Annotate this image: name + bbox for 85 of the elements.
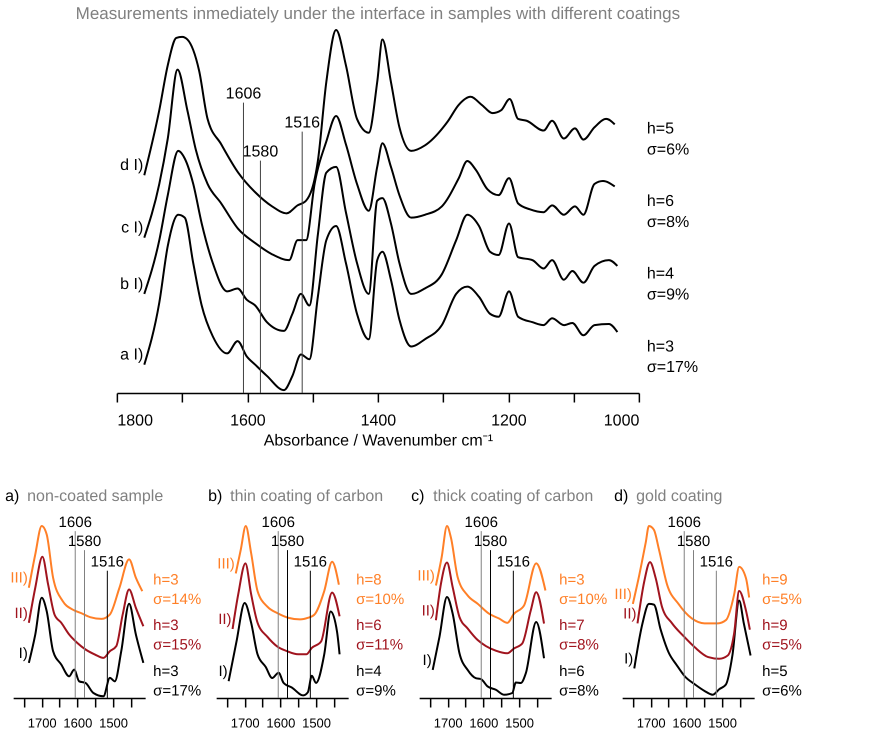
text: h=5 [646, 120, 674, 138]
series-label: II) [14, 604, 28, 622]
series-label: II) [623, 605, 636, 622]
text: σ=14% [153, 590, 202, 608]
x-tick-label: 1600 [230, 412, 266, 430]
x-tick-label: 1700 [28, 716, 57, 730]
x-tick-label: 1500 [505, 716, 534, 730]
ref-line-label: 1516 [294, 554, 328, 571]
text: σ=17% [153, 682, 202, 700]
series-label: III) [217, 555, 235, 572]
text: σ=8% [646, 214, 690, 231]
chart-title: Measurements inmediately under the interface in samples with different coatings [76, 4, 680, 23]
text: h=6 [646, 193, 674, 210]
x-tick-label: 1500 [302, 716, 332, 730]
series-label: c I) [121, 220, 144, 237]
text: σ=9% [646, 286, 690, 304]
text: σ=6% [646, 141, 690, 158]
ref-line-label: 1606 [226, 86, 262, 103]
text: h=6 [356, 617, 382, 634]
ref-line-label: 1580 [676, 533, 710, 550]
x-tick-label: 1600 [63, 716, 92, 730]
series-label: I) [18, 644, 28, 662]
text: σ=17% [646, 359, 698, 376]
x-tick-label: 1600 [266, 716, 296, 730]
ref-line-label: 1516 [284, 114, 320, 132]
ref-line-label: 1606 [464, 514, 498, 532]
x-tick-label: 1700 [636, 716, 666, 730]
x-tick-label: 1700 [434, 716, 463, 730]
x-tick-label: 1200 [491, 412, 527, 430]
text: σ=8% [559, 636, 599, 654]
series-label: I) [624, 650, 634, 668]
text: h=3 [646, 338, 674, 356]
ref-line-label: 1580 [68, 533, 102, 550]
text: h=3 [153, 571, 179, 588]
text: σ=8% [559, 682, 599, 700]
x-tick-label: 1500 [99, 716, 128, 730]
text: h=6 [559, 663, 585, 680]
ref-line-label: 1606 [58, 514, 92, 532]
ref-line-label: 1516 [496, 554, 530, 571]
text: h=7 [559, 617, 585, 634]
ref-line-label: 1516 [700, 554, 734, 571]
text: σ=6% [762, 682, 802, 700]
text: σ=11% [356, 636, 404, 654]
chart-title: c) thick coating of carbon [411, 488, 594, 505]
x-tick-label: 1500 [708, 716, 738, 730]
chart-title: d) gold coating [614, 488, 722, 505]
x-tick-label: 1800 [117, 412, 154, 430]
ref-line-label: 1606 [668, 514, 701, 532]
text: h=9 [762, 617, 788, 634]
series-label: a I) [120, 346, 144, 364]
text: σ=15% [153, 636, 202, 654]
series-label: III) [417, 568, 435, 585]
ref-line-label: 1580 [270, 533, 304, 550]
x-tick-label: 1600 [469, 716, 498, 730]
text: σ=10% [356, 590, 404, 608]
ref-line-label: 1580 [474, 533, 508, 550]
x-tick-label: 1000 [604, 412, 640, 430]
chart-title: a) non-coated sample [5, 488, 164, 505]
text: h=4 [646, 266, 674, 283]
series-label: II) [218, 611, 232, 628]
text: h=3 [559, 571, 585, 588]
text: σ=9% [356, 682, 396, 700]
x-tick-label: 1600 [672, 716, 702, 730]
series-label: II) [422, 602, 435, 620]
text: h=8 [356, 571, 382, 588]
series-label: III) [614, 586, 632, 603]
series-label: III) [10, 570, 28, 587]
text: σ=10% [559, 590, 608, 608]
x-tick-label: 1400 [360, 412, 396, 430]
series-label: I) [422, 652, 432, 669]
text: h=3 [153, 663, 179, 680]
text: σ=5% [762, 636, 802, 654]
text: h=9 [762, 571, 788, 588]
series-label: d I) [120, 157, 144, 174]
series-label: b I) [120, 276, 144, 293]
chart-title: b) thin coating of carbon [208, 488, 384, 505]
x-tick-label: 1700 [230, 716, 260, 730]
x-axis-title: Absorbance / Wavenumber cm⁻¹ [264, 432, 494, 450]
text: h=5 [762, 663, 788, 680]
text: h=3 [153, 617, 179, 634]
ref-line-label: 1516 [90, 554, 124, 571]
text: h=4 [356, 663, 382, 680]
ref-line-label: 1606 [262, 514, 295, 532]
text: σ=5% [762, 590, 802, 608]
series-label: I) [218, 663, 228, 680]
